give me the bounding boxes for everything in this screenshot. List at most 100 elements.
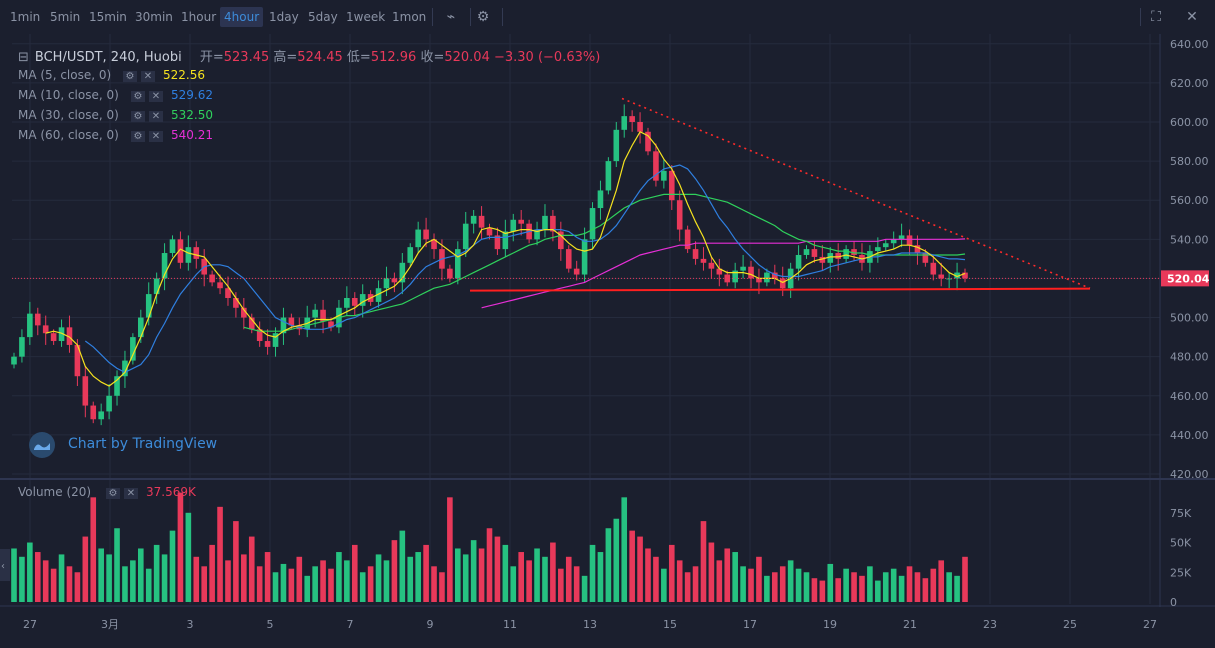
candle-body xyxy=(661,170,667,181)
candle-body xyxy=(241,307,247,318)
volume-bar xyxy=(526,560,532,602)
timeframe-15min[interactable]: 15min xyxy=(89,10,127,24)
candle-body xyxy=(27,313,33,338)
candle-body xyxy=(272,333,279,347)
volume-bar xyxy=(692,566,699,602)
volume-bar xyxy=(668,544,675,602)
ma-label: MA (30, close, 0) xyxy=(18,108,119,122)
timeframe-1day[interactable]: 1day xyxy=(269,10,299,24)
ma10-line xyxy=(84,164,966,373)
candle-body xyxy=(145,294,152,318)
candle-body xyxy=(264,341,271,347)
volume-bar xyxy=(724,548,731,602)
remove-icon[interactable]: ✕ xyxy=(149,111,163,122)
volume-bar xyxy=(494,536,501,602)
price-tick-label: 460.00 xyxy=(1170,390,1209,403)
candle-body xyxy=(589,208,596,240)
volume-bar xyxy=(764,575,770,602)
volume-bar xyxy=(193,556,200,602)
candle-body xyxy=(122,360,128,377)
change-value: −3.30 (−0.63%) xyxy=(489,50,601,65)
volume-bar xyxy=(145,568,152,602)
time-tick-label: 7 xyxy=(347,618,354,631)
remove-icon[interactable]: ✕ xyxy=(149,131,163,142)
settings-icon[interactable]: ⚙ xyxy=(106,488,120,499)
timeframe-1min[interactable]: 1min xyxy=(10,10,41,24)
ohlc-header: ⊟ BCH/USDT, 240, Huobi 开=523.45 高=524.45 … xyxy=(18,46,600,65)
settings-icon[interactable]: ⚙ xyxy=(131,91,145,102)
volume-bar xyxy=(946,572,952,602)
timeframe-1week[interactable]: 1week xyxy=(346,10,386,24)
candle-body xyxy=(415,229,421,248)
price-tick-label: 540.00 xyxy=(1170,233,1209,246)
close-value: 520.04 xyxy=(444,50,490,65)
volume-bar xyxy=(344,560,350,602)
candle-body xyxy=(82,376,89,406)
candle-body xyxy=(851,249,857,255)
timeframe-1hour[interactable]: 1hour xyxy=(181,10,217,24)
candle-body xyxy=(772,272,778,279)
candle-body xyxy=(914,245,921,254)
high-value: 524.45 xyxy=(297,50,343,65)
ma-legend-row[interactable]: MA (60, close, 0) ⚙ ✕ 540.21 xyxy=(18,128,213,142)
candle-body xyxy=(114,376,120,396)
volume-bar xyxy=(859,575,865,602)
descending-trendline[interactable] xyxy=(621,97,1091,289)
volume-bar xyxy=(645,548,651,602)
collapse-tab[interactable] xyxy=(0,549,10,581)
volume-bar xyxy=(708,542,715,602)
volume-bar xyxy=(66,566,73,602)
timeframe-30min[interactable]: 30min xyxy=(135,10,173,24)
candle-body xyxy=(890,239,897,244)
volume-bar xyxy=(558,568,564,602)
volume-legend[interactable]: Volume (20) ⚙ ✕ 37.569K xyxy=(18,485,196,499)
candle-body xyxy=(803,249,810,255)
settings-icon[interactable]: ⚙ xyxy=(476,9,490,25)
candle-body xyxy=(779,278,786,289)
indicator-icon[interactable]: ⌁ xyxy=(446,9,456,25)
candle-body xyxy=(217,282,223,289)
volume-bar xyxy=(423,544,429,602)
settings-icon[interactable]: ⚙ xyxy=(123,71,137,82)
remove-icon[interactable]: ✕ xyxy=(124,488,138,499)
volume-bar xyxy=(772,572,778,602)
timeframe-5day[interactable]: 5day xyxy=(308,10,338,24)
candle-body xyxy=(320,309,326,322)
support-trendline[interactable] xyxy=(469,287,1091,292)
candle-body xyxy=(613,129,620,162)
open-label: 开= xyxy=(195,50,224,65)
remove-icon[interactable]: ✕ xyxy=(141,71,155,82)
candle-body xyxy=(225,288,231,298)
candlestick-chart[interactable]: 640.00 620.00 600.00 580.00 560.00 540.00 520.… xyxy=(0,34,1215,648)
timeframe-5min[interactable]: 5min xyxy=(50,10,81,24)
ma-legend-row[interactable]: MA (5, close, 0) ⚙ ✕ 522.56 xyxy=(18,68,205,82)
remove-icon[interactable]: ✕ xyxy=(149,91,163,102)
candle-body xyxy=(922,253,929,263)
timeframe-1mon[interactable]: 1mon xyxy=(392,10,427,24)
time-tick-label: 21 xyxy=(903,618,917,631)
volume-bar xyxy=(676,560,683,602)
settings-icon[interactable]: ⚙ xyxy=(131,131,145,142)
fullscreen-icon[interactable]: ⛶ xyxy=(1151,9,1161,25)
timeframe-4hour[interactable]: 4hour xyxy=(220,7,264,27)
settings-icon[interactable]: ⚙ xyxy=(131,111,145,122)
price-tick-label: 440.00 xyxy=(1170,429,1209,442)
volume-bar xyxy=(732,552,738,602)
ma-legend-row[interactable]: MA (30, close, 0) ⚙ ✕ 532.50 xyxy=(18,108,213,122)
collapse-icon: ⊟ xyxy=(18,50,29,65)
volume-bar xyxy=(431,566,437,602)
volume-bar xyxy=(589,544,596,602)
candle-body xyxy=(748,266,754,279)
volume-bar xyxy=(605,528,612,602)
close-icon[interactable]: ✕ xyxy=(1186,9,1198,25)
time-tick-label: 3月 xyxy=(101,618,119,631)
candle-body xyxy=(684,229,691,250)
ma-legend-row[interactable]: MA (10, close, 0) ⚙ ✕ 529.62 xyxy=(18,88,213,102)
candle-body xyxy=(827,253,834,263)
volume-bar xyxy=(248,536,255,602)
candle-body xyxy=(732,270,738,283)
volume-bar xyxy=(867,566,873,602)
candle-body xyxy=(11,356,17,365)
volume-bar xyxy=(185,512,192,602)
toolbar-divider xyxy=(502,8,503,26)
